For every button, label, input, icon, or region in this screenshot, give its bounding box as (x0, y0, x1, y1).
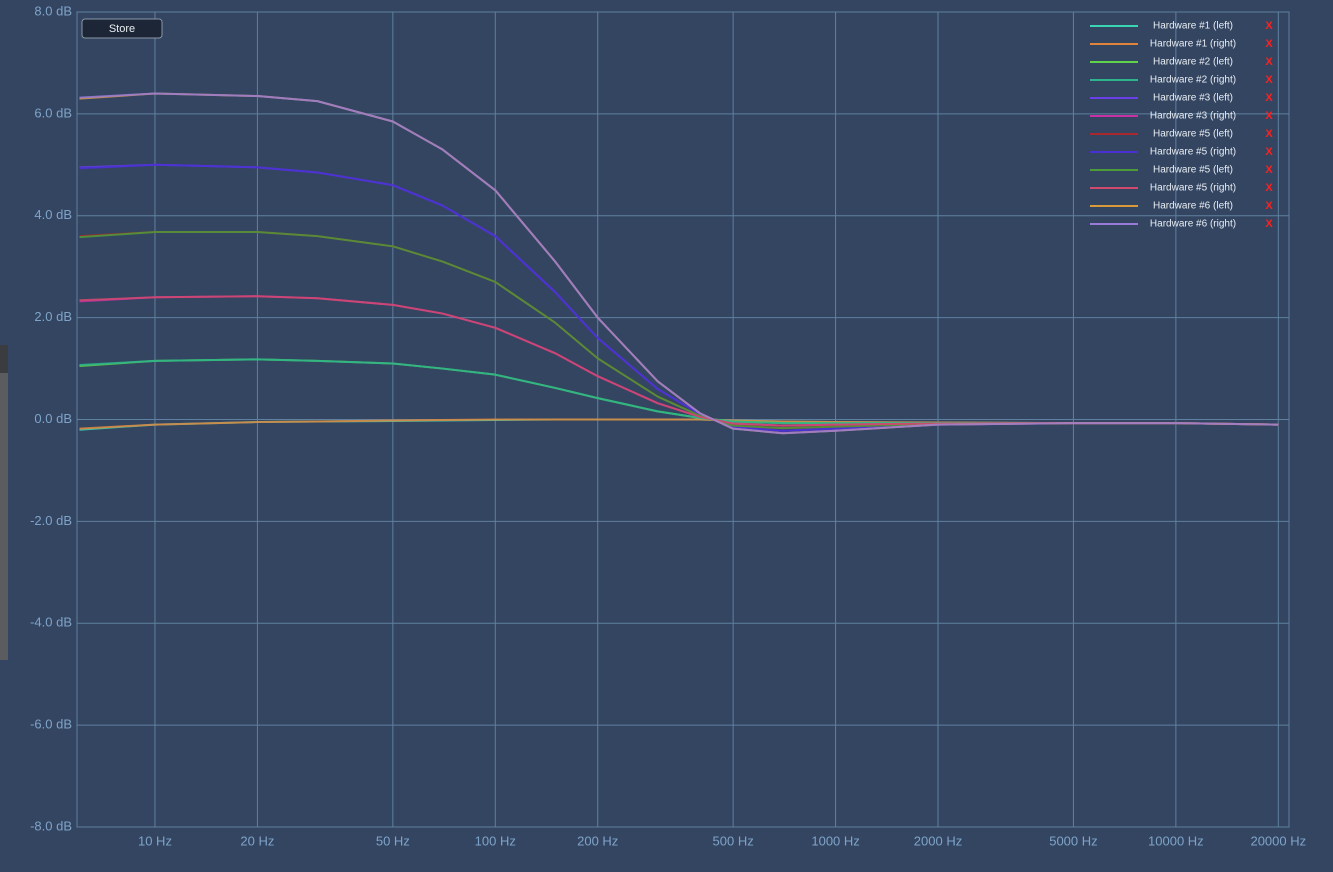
legend-entry[interactable]: Hardware #3 (left) X (1090, 92, 1273, 104)
legend-entry[interactable]: Hardware #5 (left) X (1090, 164, 1273, 176)
side-panel-top (0, 345, 8, 373)
legend-entry[interactable]: Hardware #2 (left) X (1090, 56, 1273, 68)
legend-remove[interactable]: X (1265, 164, 1273, 176)
legend-entry[interactable]: Hardware #6 (right) X (1090, 218, 1273, 230)
y-tick-label: 2.0 dB (34, 309, 72, 324)
legend-remove[interactable]: X (1265, 200, 1273, 212)
legend-label: Hardware #1 (left) (1153, 21, 1233, 32)
legend-entry[interactable]: Hardware #6 (left) X (1090, 200, 1273, 212)
x-tick-label: 1000 Hz (811, 833, 859, 848)
y-tick-label: 0.0 dB (34, 411, 72, 426)
legend-remove[interactable]: X (1265, 110, 1273, 122)
x-tick-label: 200 Hz (577, 833, 618, 848)
legend-remove[interactable]: X (1265, 218, 1273, 230)
legend-label: Hardware #1 (right) (1150, 39, 1236, 50)
y-tick-label: -6.0 dB (30, 717, 72, 732)
legend-remove[interactable]: X (1265, 128, 1273, 140)
x-tick-label: 500 Hz (713, 833, 754, 848)
plot-frame (76, 11, 1290, 828)
legend-remove[interactable]: X (1265, 74, 1273, 86)
y-tick-label: 4.0 dB (34, 207, 72, 222)
legend-entry[interactable]: Hardware #2 (right) X (1090, 74, 1273, 86)
legend-label: Hardware #6 (right) (1150, 219, 1236, 230)
lines (79, 92, 1279, 435)
legend-label: Hardware #5 (left) (1153, 129, 1233, 140)
legend-remove[interactable]: X (1265, 92, 1273, 104)
y-tick-label: -2.0 dB (30, 513, 72, 528)
x-tick-label: 20 Hz (240, 833, 274, 848)
x-tick-label: 50 Hz (376, 833, 410, 848)
y-tick-label: -8.0 dB (30, 818, 72, 833)
legend-entry[interactable]: Hardware #5 (right) X (1090, 146, 1273, 158)
side-panel (0, 345, 8, 660)
x-tick-label: 5000 Hz (1049, 833, 1097, 848)
legend-label: Hardware #6 (left) (1153, 201, 1233, 212)
legend-entry[interactable]: Hardware #1 (left) X (1090, 20, 1273, 32)
legend-remove[interactable]: X (1265, 38, 1273, 50)
legend-entry[interactable]: Hardware #5 (right) X (1090, 182, 1273, 194)
legend-label: Hardware #5 (right) (1150, 183, 1236, 194)
x-tick-label: 10000 Hz (1148, 833, 1204, 848)
button-label[interactable]: Store (109, 23, 135, 35)
x-tick-label: 100 Hz (475, 833, 516, 848)
button-body[interactable] (81, 18, 163, 39)
series-line (79, 92, 1279, 435)
legend-remove[interactable]: X (1265, 146, 1273, 158)
store-button[interactable]: Store (81, 18, 163, 39)
x-tick-label: 10 Hz (138, 833, 172, 848)
legend-label: Hardware #2 (right) (1150, 75, 1236, 86)
legend-label: Hardware #3 (right) (1150, 111, 1236, 122)
legend-remove[interactable]: X (1265, 56, 1273, 68)
legend-remove[interactable]: X (1265, 20, 1273, 32)
legend-remove[interactable]: X (1265, 182, 1273, 194)
legend-entry[interactable]: Hardware #1 (right) X (1090, 38, 1273, 50)
y-tick-label: 6.0 dB (34, 105, 72, 120)
x-tick-label: 2000 Hz (914, 833, 962, 848)
legend-label: Hardware #3 (left) (1153, 93, 1233, 104)
legend-entry[interactable]: Hardware #3 (right) X (1090, 110, 1273, 122)
legend-entry[interactable]: Hardware #5 (left) X (1090, 128, 1273, 140)
x-tick-label: 20000 Hz (1250, 833, 1306, 848)
y-tick-label: 8.0 dB (34, 3, 72, 18)
legend-label: Hardware #2 (left) (1153, 57, 1233, 68)
y-tick-label: -4.0 dB (30, 615, 72, 630)
legend-label: Hardware #5 (right) (1150, 147, 1236, 158)
legend-label: Hardware #5 (left) (1153, 165, 1233, 176)
